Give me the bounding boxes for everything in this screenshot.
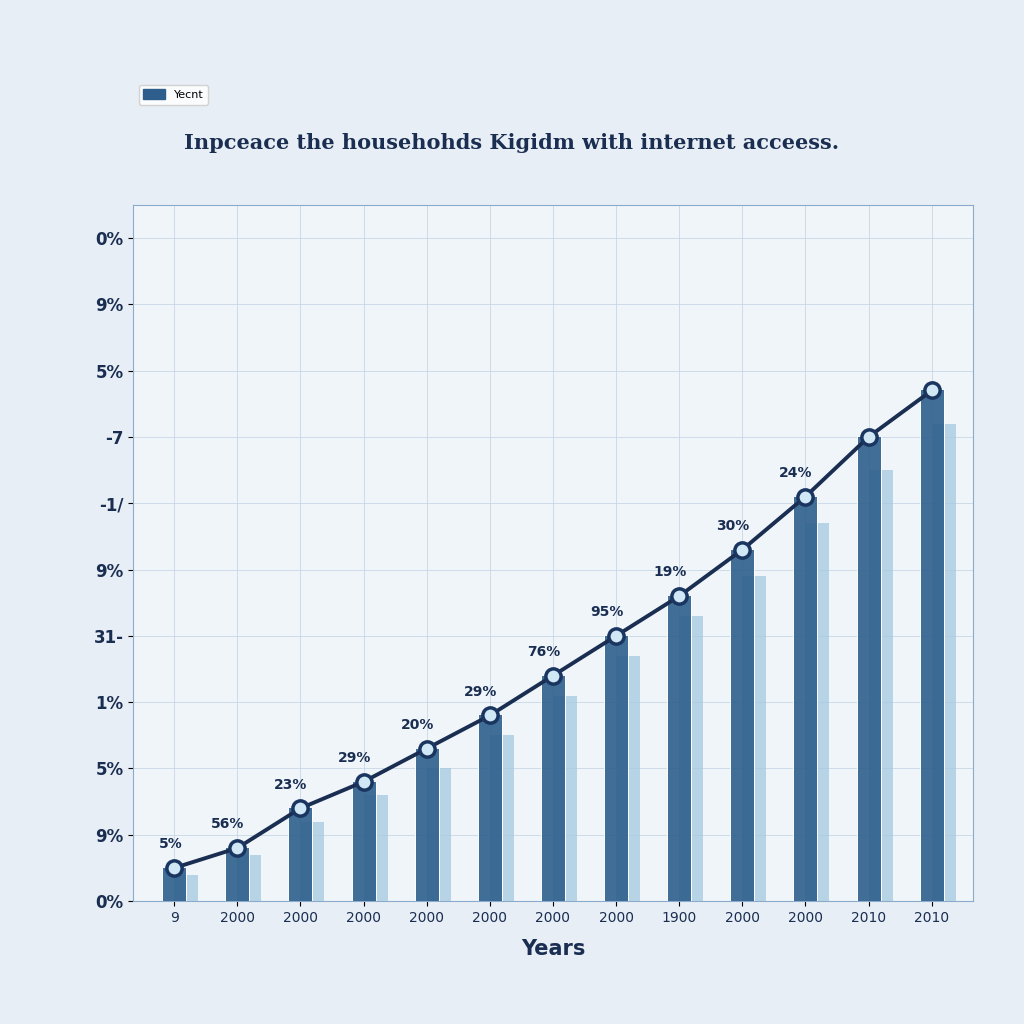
Bar bbox=[742, 577, 766, 901]
Bar bbox=[478, 716, 502, 901]
Text: 5%: 5% bbox=[159, 838, 183, 851]
Bar bbox=[225, 848, 249, 901]
Text: 76%: 76% bbox=[527, 645, 560, 659]
Bar bbox=[806, 523, 829, 901]
Bar bbox=[604, 636, 628, 901]
Text: 19%: 19% bbox=[653, 565, 686, 580]
Bar bbox=[679, 616, 703, 901]
Text: 29%: 29% bbox=[464, 685, 497, 698]
Bar bbox=[794, 497, 817, 901]
Text: 30%: 30% bbox=[716, 519, 750, 534]
Text: 24%: 24% bbox=[779, 466, 813, 480]
Bar bbox=[920, 390, 944, 901]
Bar bbox=[489, 735, 514, 901]
Bar bbox=[415, 749, 438, 901]
Bar bbox=[364, 795, 387, 901]
Bar bbox=[300, 821, 325, 901]
X-axis label: Years: Years bbox=[521, 939, 585, 958]
Text: Inpceace the househohds Kigidm with internet acceess.: Inpceace the househohds Kigidm with inte… bbox=[184, 133, 840, 154]
Bar bbox=[730, 550, 755, 901]
Bar bbox=[541, 676, 565, 901]
Bar bbox=[668, 596, 691, 901]
Bar bbox=[174, 874, 199, 901]
Text: 56%: 56% bbox=[211, 817, 245, 831]
Bar bbox=[616, 655, 640, 901]
Bar bbox=[427, 768, 451, 901]
Bar bbox=[932, 424, 955, 901]
Text: 20%: 20% bbox=[400, 718, 434, 732]
Legend: Yecnt: Yecnt bbox=[138, 85, 209, 104]
Bar bbox=[857, 437, 881, 901]
Text: 29%: 29% bbox=[337, 752, 371, 765]
Text: 95%: 95% bbox=[590, 605, 624, 620]
Text: 23%: 23% bbox=[274, 777, 307, 792]
Bar bbox=[351, 781, 376, 901]
Bar bbox=[162, 868, 186, 901]
Bar bbox=[238, 855, 261, 901]
Bar bbox=[553, 695, 577, 901]
Bar bbox=[868, 470, 893, 901]
Bar bbox=[289, 808, 312, 901]
